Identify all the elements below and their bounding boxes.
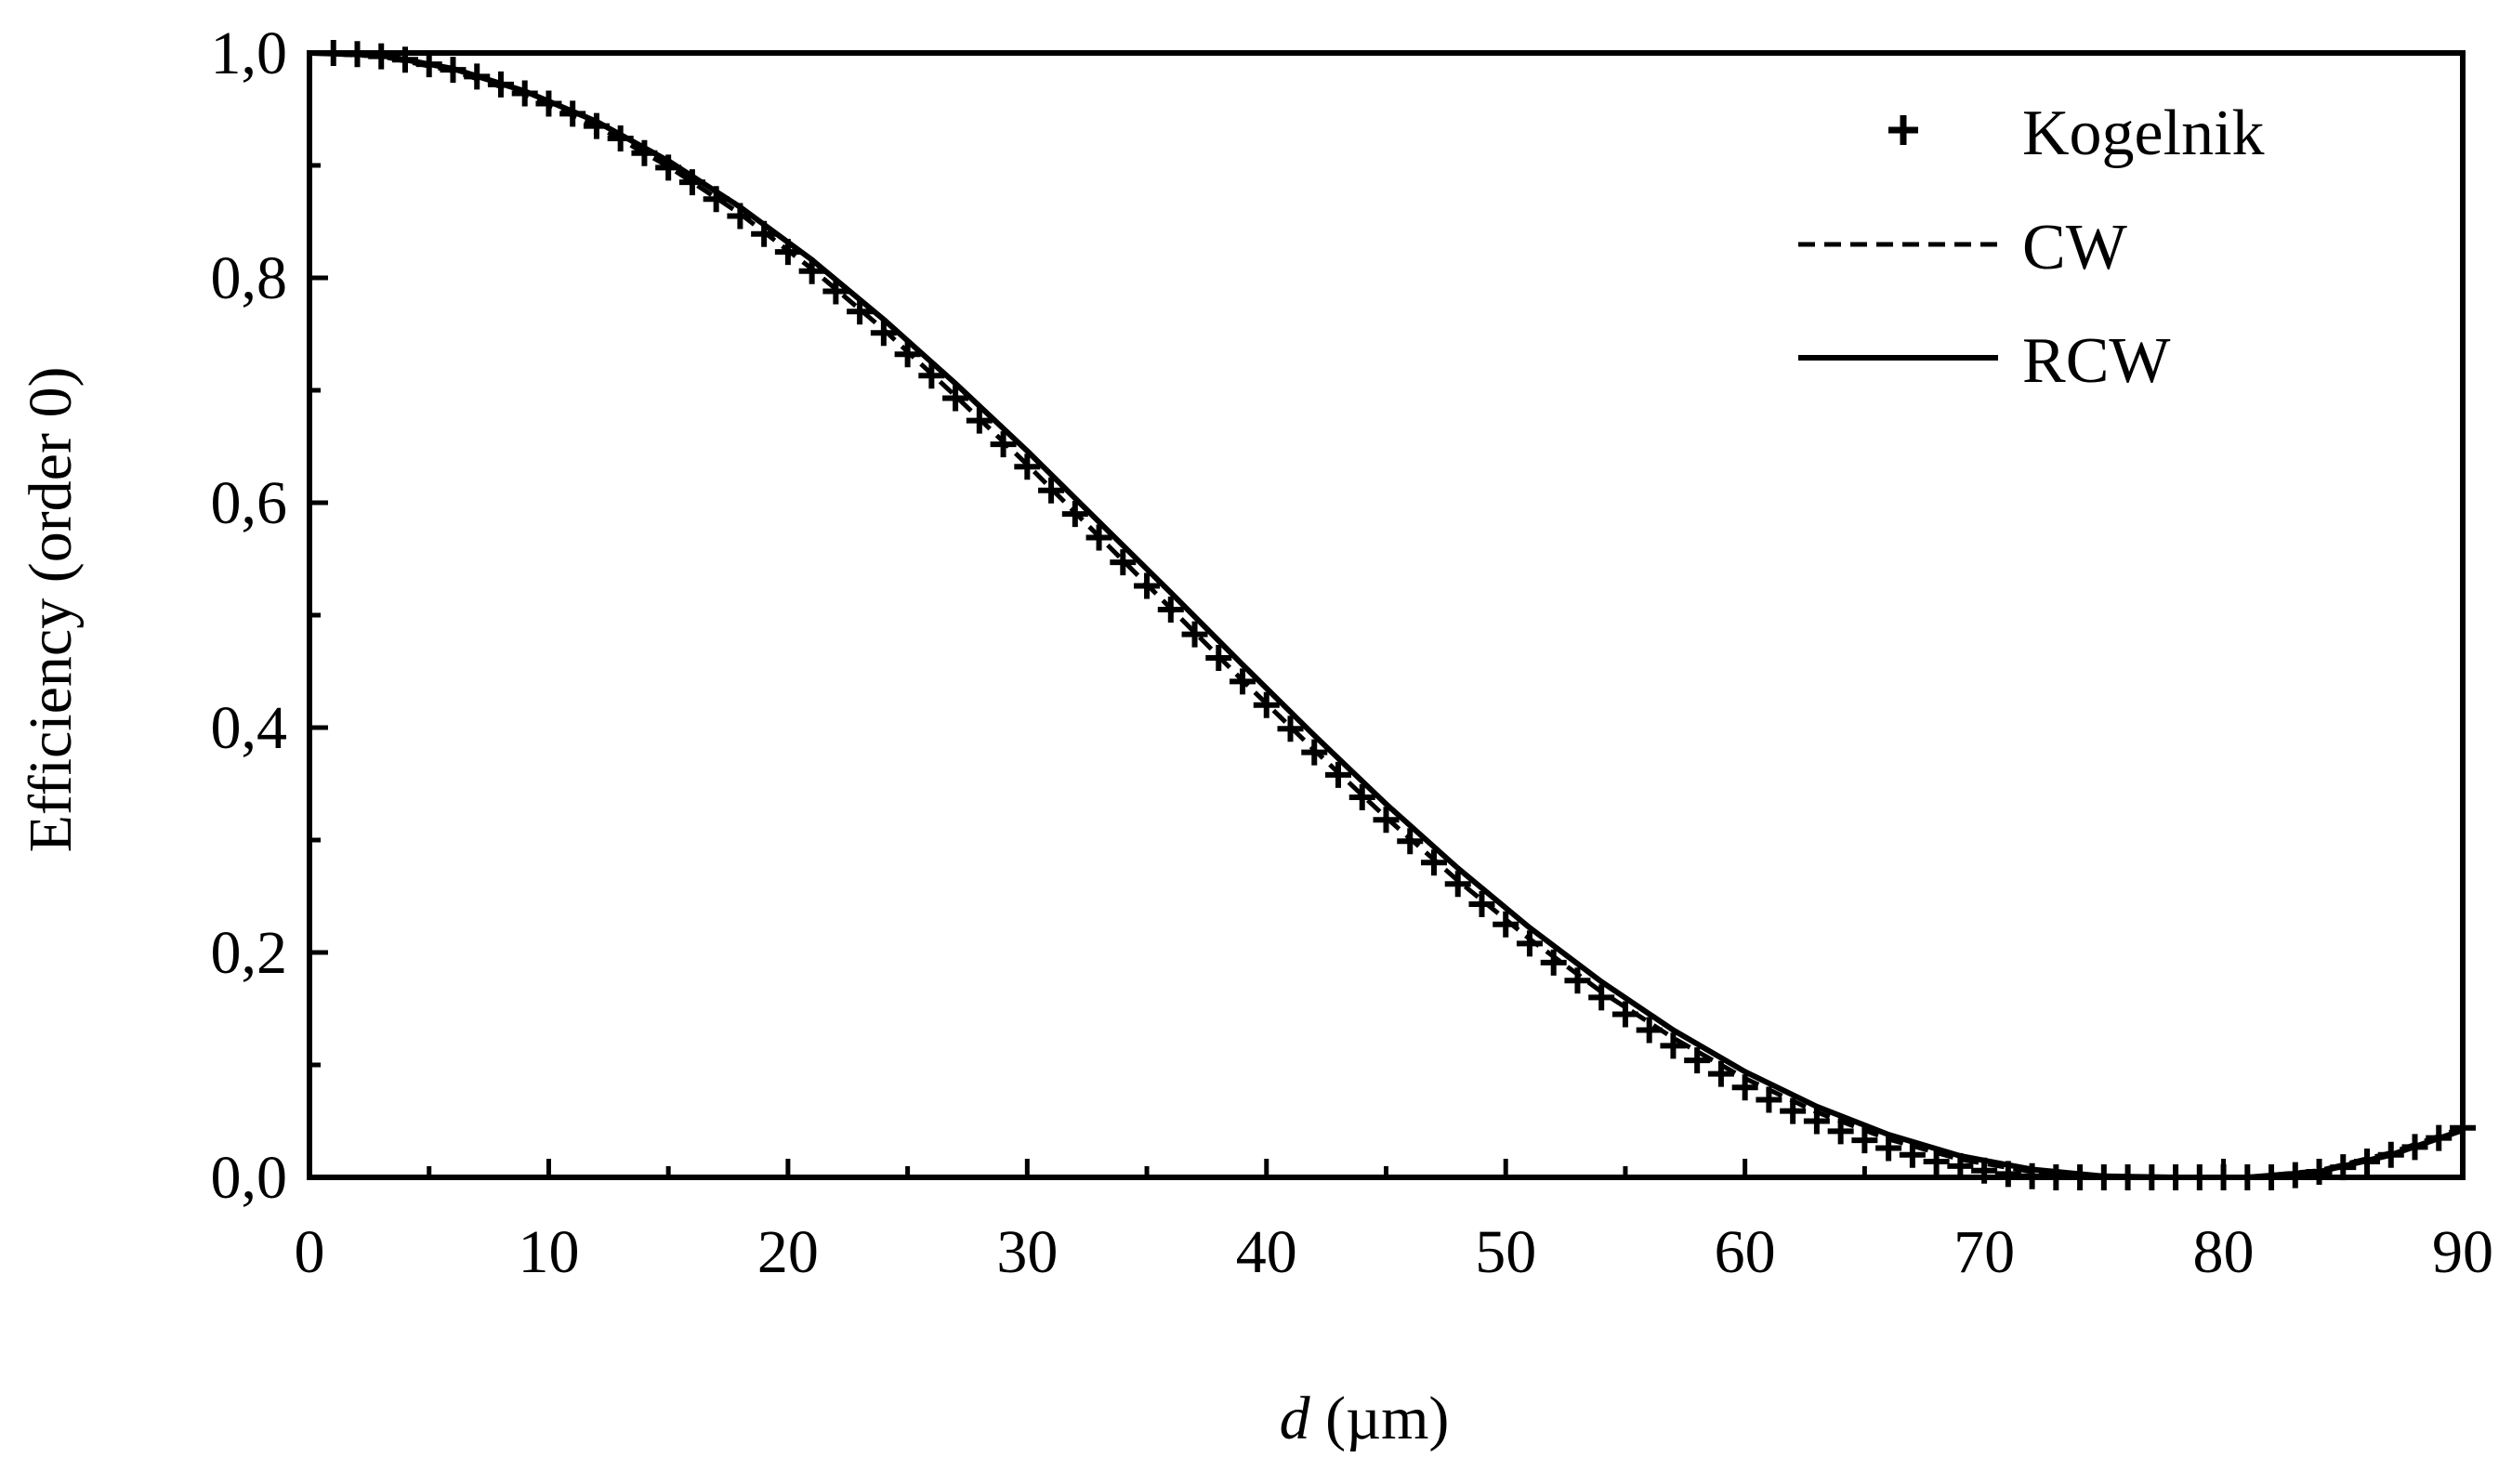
kogelnik-point bbox=[1277, 716, 1304, 742]
series-cw-line bbox=[309, 50, 2464, 1180]
x-tick-label: 0 bbox=[295, 1218, 325, 1286]
tick-labels-layer: 0 10 20 30 40 50 60 70 80 90 0,0 0,2 0,4 0,6 0,8 1,0 bbox=[211, 20, 2494, 1286]
series-layer bbox=[309, 40, 2476, 1190]
x-tick-label: 50 bbox=[1475, 1218, 1536, 1286]
x-tick-label: 10 bbox=[518, 1218, 579, 1286]
x-tick-label: 20 bbox=[757, 1218, 819, 1286]
y-tick-label: 0,0 bbox=[211, 1144, 288, 1212]
legend-label: CW bbox=[2022, 212, 2127, 283]
x-tick-label: 30 bbox=[996, 1218, 1058, 1286]
kogelnik-point bbox=[1110, 549, 1137, 576]
series-rcw-line bbox=[309, 50, 2464, 1180]
kogelnik-point bbox=[1660, 1032, 1687, 1059]
legend: Kogelnik CW RCW bbox=[1798, 98, 2265, 397]
plot-frame bbox=[307, 50, 2466, 1180]
x-tick-label: 80 bbox=[2193, 1218, 2255, 1286]
kogelnik-point bbox=[1348, 784, 1375, 811]
y-axis-label: Efficiency (order 0) bbox=[17, 367, 85, 853]
y-tick-label: 1,0 bbox=[211, 20, 288, 87]
kogelnik-point bbox=[942, 385, 969, 412]
x-tick-label: 90 bbox=[2432, 1218, 2493, 1286]
y-tick-label: 0,2 bbox=[211, 919, 288, 987]
ticks-layer bbox=[309, 163, 2346, 1177]
series-kogelnik bbox=[320, 40, 2476, 1190]
kogelnik-point bbox=[1444, 871, 1471, 898]
x-tick-label: 40 bbox=[1236, 1218, 1297, 1286]
x-axis-label: d (µm) bbox=[1280, 1385, 1450, 1452]
y-tick-label: 0,8 bbox=[211, 244, 288, 312]
kogelnik-point bbox=[870, 320, 897, 347]
legend-label: Kogelnik bbox=[2022, 98, 2265, 169]
kogelnik-point bbox=[1684, 1047, 1711, 1074]
kogelnik-point bbox=[1253, 691, 1280, 718]
kogelnik-point bbox=[1923, 1149, 1950, 1175]
kogelnik-point bbox=[1014, 453, 1041, 480]
x-tick-label: 70 bbox=[1953, 1218, 2015, 1286]
y-tick-label: 0,4 bbox=[211, 694, 288, 762]
kogelnik-point bbox=[1038, 477, 1065, 504]
kogelnik-point bbox=[1181, 621, 1208, 648]
legend-label: RCW bbox=[2022, 325, 2170, 397]
x-axis-label-unit: (µm) bbox=[1310, 1385, 1450, 1452]
legend-kogelnik-marker bbox=[1888, 115, 1918, 145]
y-tick-label: 0,6 bbox=[211, 469, 288, 537]
x-tick-label: 60 bbox=[1715, 1218, 1776, 1286]
x-axis-label-var: d bbox=[1280, 1385, 1311, 1452]
